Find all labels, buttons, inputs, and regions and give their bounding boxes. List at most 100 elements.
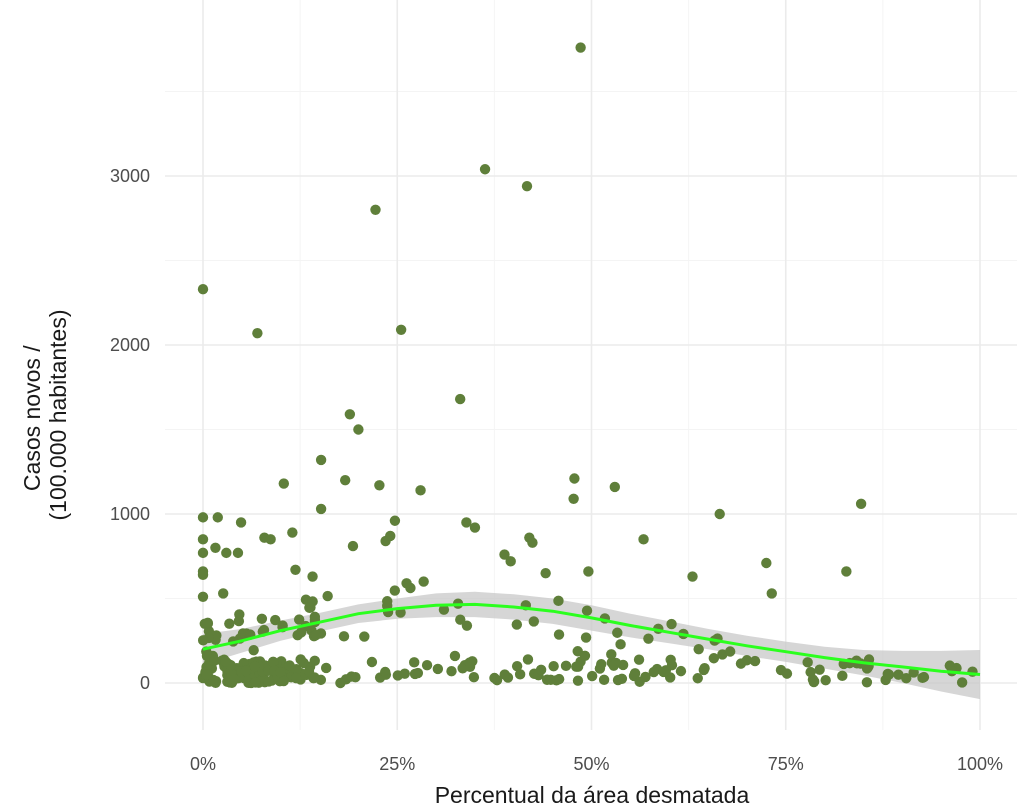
data-point: [344, 409, 356, 420]
data-point: [956, 677, 968, 688]
data-point: [511, 619, 523, 630]
confidence-band-layer: [203, 591, 980, 700]
data-point: [346, 671, 357, 682]
data-point: [469, 522, 481, 533]
data-point: [303, 666, 315, 677]
data-point: [315, 454, 327, 466]
data-point: [461, 517, 472, 528]
data-point: [505, 556, 516, 567]
data-point: [197, 569, 209, 581]
data-point: [270, 614, 281, 626]
data-point: [250, 677, 261, 688]
data-point: [489, 672, 500, 684]
data-point: [197, 512, 209, 523]
data-point: [521, 180, 533, 192]
data-point: [569, 473, 580, 484]
data-point: [692, 673, 703, 684]
x-axis-title: Percentual da área desmatada: [435, 782, 750, 808]
confidence-band: [203, 591, 980, 700]
data-point: [380, 666, 391, 678]
data-point: [267, 656, 279, 668]
data-point: [278, 478, 290, 489]
data-point: [901, 673, 912, 684]
data-point: [295, 627, 307, 638]
data-point: [540, 567, 551, 579]
data-point: [252, 327, 263, 339]
data-point: [421, 660, 433, 671]
data-point: [249, 661, 261, 672]
data-point: [609, 481, 621, 493]
data-point: [598, 674, 610, 686]
data-point: [633, 654, 645, 665]
data-point: [883, 669, 895, 680]
y-tick-label: 0: [140, 673, 150, 693]
data-point: [560, 660, 572, 672]
data-point: [278, 675, 289, 687]
data-point: [606, 649, 617, 660]
data-point: [820, 674, 831, 686]
data-point: [861, 677, 873, 688]
data-point: [263, 676, 274, 687]
data-point: [409, 668, 421, 680]
data-point: [761, 557, 772, 569]
data-point: [224, 618, 235, 629]
data-point: [586, 670, 598, 682]
data-point: [322, 590, 333, 602]
data-point: [675, 665, 687, 677]
data-point: [401, 578, 412, 589]
data-point: [522, 654, 534, 665]
data-point: [579, 650, 591, 661]
data-point: [287, 527, 298, 538]
data-point: [293, 614, 305, 625]
data-point: [808, 676, 820, 688]
data-point: [479, 164, 491, 175]
data-point: [455, 614, 466, 625]
data-point: [643, 633, 654, 644]
y-axis-ticks: 0 1000 2000 3000: [110, 166, 150, 693]
data-point: [841, 566, 852, 577]
data-point: [454, 393, 466, 405]
data-point: [616, 673, 628, 684]
data-point: [612, 627, 623, 638]
data-point: [855, 498, 867, 510]
data-point: [229, 674, 240, 685]
y-axis-title-line-1: Casos novos /: [19, 345, 45, 491]
data-point: [698, 664, 710, 676]
data-point: [802, 657, 813, 668]
data-point: [275, 666, 286, 678]
data-point: [464, 657, 475, 668]
data-point: [366, 656, 378, 668]
data-point: [307, 571, 318, 582]
data-point: [197, 534, 209, 545]
data-point: [594, 663, 606, 674]
data-point: [583, 566, 594, 577]
data-point: [248, 644, 259, 656]
data-point: [290, 564, 301, 575]
data-point: [385, 530, 396, 542]
data-point: [335, 677, 346, 689]
data-point: [432, 663, 444, 675]
data-point: [461, 620, 473, 631]
data-point: [290, 672, 302, 684]
y-axis-title: Casos novos / (100.000 habitantes): [19, 310, 71, 521]
data-point: [553, 595, 564, 607]
data-point: [658, 666, 669, 678]
data-point: [468, 672, 480, 683]
data-point: [415, 485, 426, 496]
data-point: [511, 660, 523, 672]
data-point: [575, 42, 586, 53]
data-point: [548, 661, 559, 672]
data-point: [370, 204, 381, 215]
data-point: [629, 668, 641, 679]
data-point: [638, 534, 649, 545]
data-point: [395, 324, 407, 335]
x-tick-label: 25%: [379, 754, 415, 774]
data-point: [514, 669, 526, 680]
data-point: [201, 650, 213, 662]
data-point: [220, 656, 231, 667]
y-tick-label: 3000: [110, 166, 150, 186]
data-point: [781, 668, 793, 679]
data-point: [197, 284, 209, 295]
y-tick-label: 1000: [110, 504, 150, 524]
data-point: [232, 547, 244, 559]
